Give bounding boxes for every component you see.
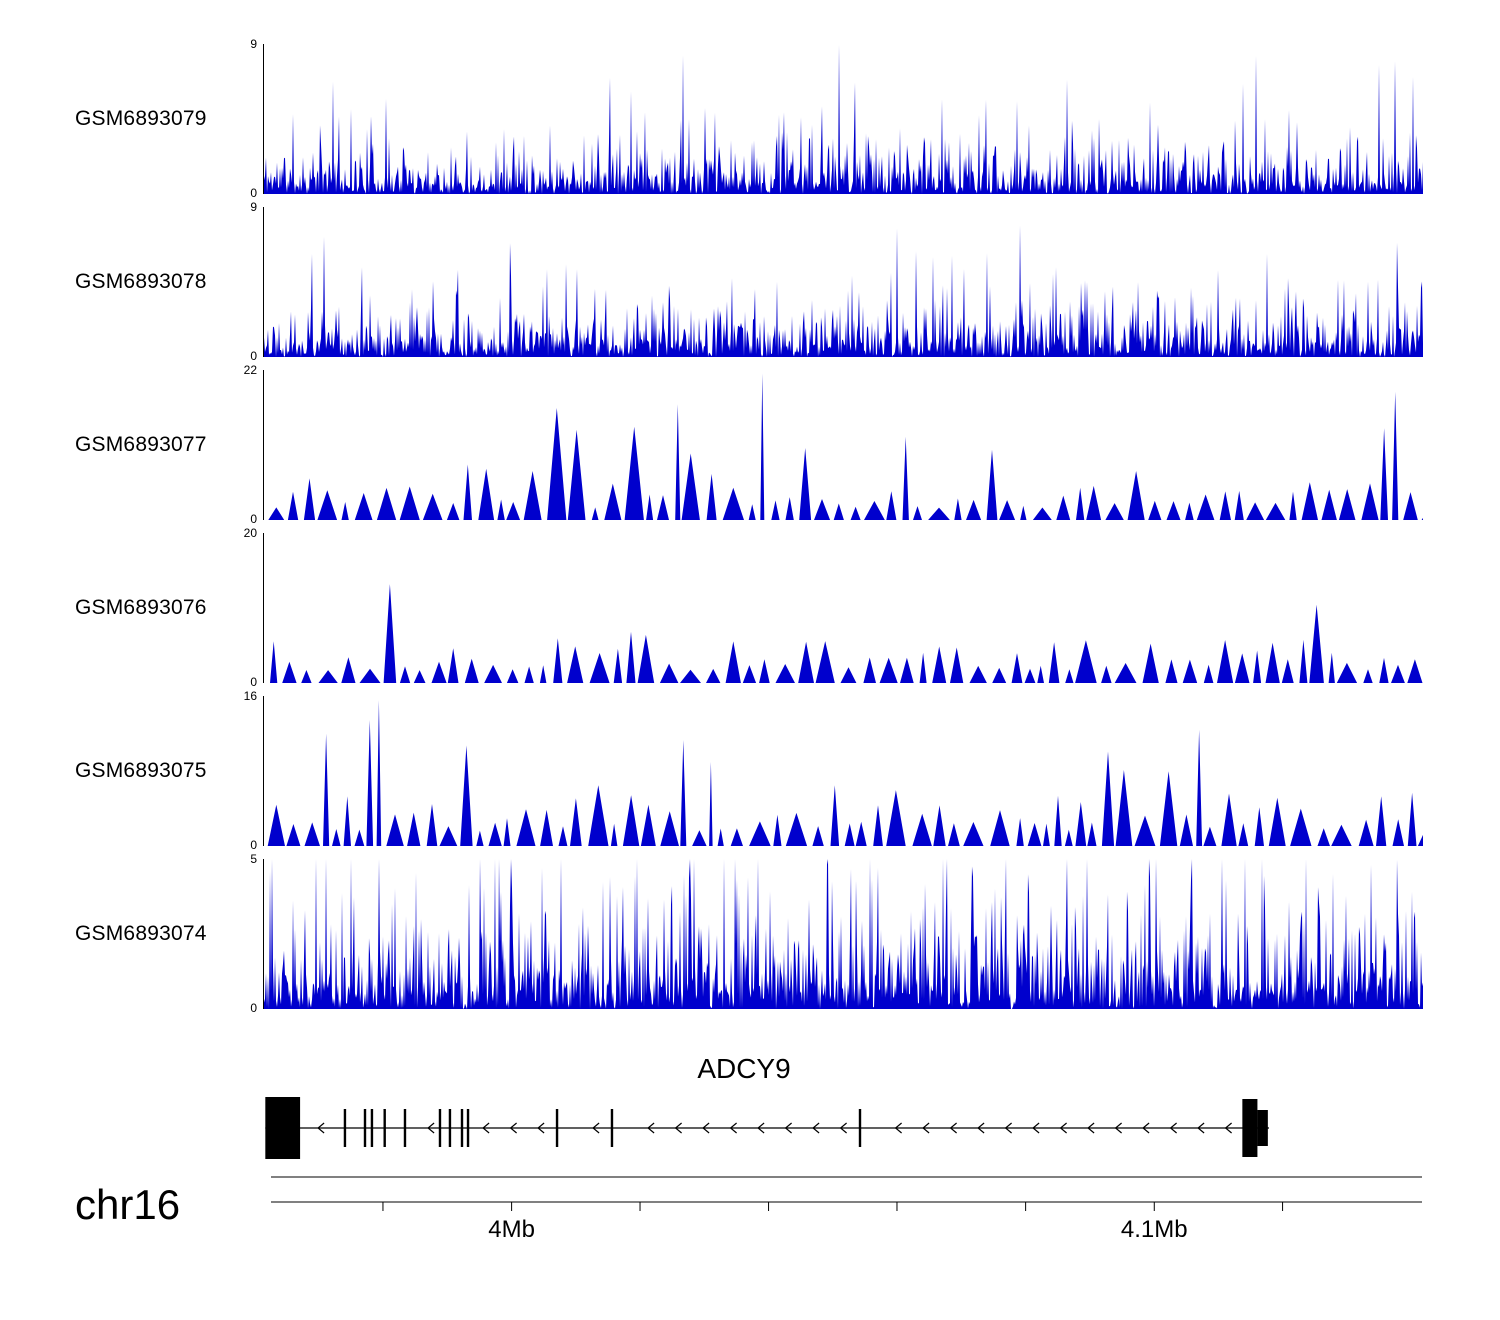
strand-arrow-icon: [427, 1122, 435, 1134]
strand-arrow-icon: [1032, 1122, 1040, 1134]
strand-arrow-icon: [674, 1122, 682, 1134]
y-axis-zero-label: 0: [250, 675, 257, 689]
y-axis-zero-label: 0: [250, 349, 257, 363]
coverage-plot: 9 0: [250, 38, 1423, 199]
y-axis-zero-label: 0: [250, 512, 257, 526]
strand-arrow-icon: [1197, 1122, 1205, 1134]
terminal-exon-block: [1257, 1110, 1268, 1146]
coverage-area: [264, 44, 1423, 194]
strand-arrow-icon: [1004, 1122, 1012, 1134]
coverage-plot: 22 0: [244, 364, 1423, 525]
y-axis-zero-label: 0: [250, 1001, 257, 1015]
strand-arrow-icon: [839, 1122, 847, 1134]
strand-arrow-icon: [757, 1122, 765, 1134]
genomic-axis-section: chr16 4Mb 4.1Mb: [0, 1169, 1500, 1289]
sample-label: GSM6893076: [75, 596, 207, 619]
strand-arrow-icon: [1169, 1122, 1177, 1134]
coverage-track: GSM6893075 16 0: [0, 690, 1500, 851]
y-axis-max-label: 5: [250, 852, 257, 866]
strand-arrow-icon: [812, 1122, 820, 1134]
coverage-signal: [264, 225, 1423, 357]
strand-arrow-icon: [1114, 1122, 1122, 1134]
y-axis-max-label: 20: [243, 526, 257, 540]
coverage-signal: [264, 584, 1423, 683]
terminal-exon-block: [265, 1097, 301, 1159]
coverage-track: GSM6893076 20 0: [0, 527, 1500, 688]
strand-arrow-icon: [509, 1122, 517, 1134]
axis-tick-label: 4.1Mb: [1121, 1216, 1188, 1243]
sample-label: GSM6893079: [75, 107, 207, 130]
axis-tick-label: 4Mb: [488, 1216, 535, 1243]
chromosome-label: chr16: [75, 1181, 181, 1228]
coverage-track: GSM6893077 22 0: [0, 364, 1500, 525]
strand-arrow-icon: [1142, 1122, 1150, 1134]
y-axis-zero-label: 0: [250, 186, 257, 200]
sample-label: GSM6893074: [75, 922, 207, 945]
coverage-track: GSM6893078 9 0: [0, 201, 1500, 362]
strand-arrow-icon: [317, 1122, 325, 1134]
strand-arrow-icon: [949, 1122, 957, 1134]
y-axis-max-label: 22: [243, 363, 257, 377]
gene-model-section: ADCY9: [263, 1053, 1422, 1169]
y-axis-max-label: 9: [250, 200, 257, 214]
genome-browser-figure: GSM6893079 9 0 GSM6893078 9 0 GSM6893077…: [0, 38, 1500, 1289]
coverage-area: [264, 225, 1423, 357]
y-axis-max-label: 16: [243, 689, 257, 703]
coverage-signal: [264, 859, 1423, 1009]
coverage-signal: [264, 373, 1423, 520]
strand-arrow-icon: [784, 1122, 792, 1134]
coverage-plot: 20 0: [244, 527, 1423, 688]
strand-arrow-icon: [1059, 1122, 1067, 1134]
genomic-axis: 4Mb 4.1Mb: [271, 1176, 1422, 1243]
coverage-signal: [264, 700, 1423, 846]
coverage-track: GSM6893079 9 0: [0, 38, 1500, 199]
sample-label: GSM6893075: [75, 759, 207, 782]
sample-label: GSM6893078: [75, 270, 207, 293]
strand-arrow-icon: [1087, 1122, 1095, 1134]
coverage-plot: 16 0: [244, 690, 1423, 851]
coverage-plot: 5 0: [250, 853, 1423, 1014]
coverage-signal: [264, 44, 1423, 194]
coverage-area: [264, 700, 1423, 846]
strand-arrow-icon: [647, 1122, 655, 1134]
terminal-exon-block: [1242, 1099, 1258, 1157]
strand-arrow-icon: [894, 1122, 902, 1134]
strand-arrow-icon: [537, 1122, 545, 1134]
coverage-area: [264, 584, 1423, 683]
strand-arrow-icon: [592, 1122, 600, 1134]
strand-arrow-icon: [977, 1122, 985, 1134]
coverage-track-list: GSM6893079 9 0 GSM6893078 9 0 GSM6893077…: [0, 38, 1500, 1014]
strand-arrow-icon: [482, 1122, 490, 1134]
coverage-area: [264, 373, 1423, 520]
strand-arrow-icon: [702, 1122, 710, 1134]
strand-arrow-icon: [922, 1122, 930, 1134]
coverage-track: GSM6893074 5 0: [0, 853, 1500, 1014]
sample-label: GSM6893077: [75, 433, 207, 456]
gene-model-diagram: [265, 1097, 1270, 1159]
strand-arrow-icon: [729, 1122, 737, 1134]
gene-name-label: ADCY9: [697, 1053, 791, 1084]
coverage-plot: 9 0: [250, 201, 1423, 362]
coverage-area: [264, 859, 1423, 1009]
y-axis-max-label: 9: [250, 37, 257, 51]
strand-arrow-icon: [1224, 1122, 1232, 1134]
y-axis-zero-label: 0: [250, 838, 257, 852]
